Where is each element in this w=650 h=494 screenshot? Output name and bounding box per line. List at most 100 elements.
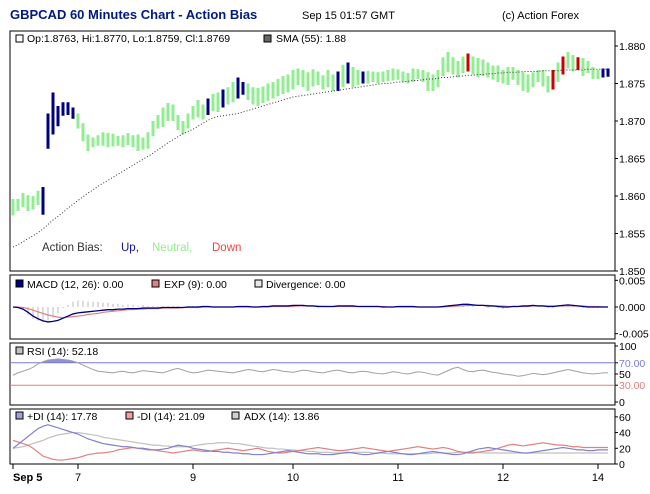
price-bar-113 <box>576 57 580 70</box>
price-bar-34 <box>181 121 185 135</box>
plus-di-line <box>12 424 608 456</box>
price-bar-114 <box>581 58 585 76</box>
price-bar-6 <box>41 187 45 215</box>
price-bar-21 <box>116 136 120 146</box>
x-tick-label-5: 12 <box>497 472 509 484</box>
price-bar-11 <box>66 102 70 115</box>
price-bar-80 <box>411 68 415 82</box>
price-panel <box>9 30 616 272</box>
price-bar-32 <box>171 104 175 121</box>
dmi-y-tick-label-2: 20 <box>619 443 631 455</box>
price-bar-84 <box>431 74 435 91</box>
price-bar-23 <box>126 133 130 145</box>
x-tick-label-1: 7 <box>75 472 81 484</box>
price-bar-60 <box>311 69 315 87</box>
minus-di-legend-swatch <box>125 411 134 420</box>
price-y-tick-label-4: 1.860 <box>619 191 645 203</box>
price-bar-76 <box>391 68 395 81</box>
ohlc-label: Op:1.8763, Hi:1.8770, Lo:1.8759, Cl:1.87… <box>27 33 230 45</box>
price-bar-14 <box>81 123 85 142</box>
price-bar-42 <box>221 89 225 108</box>
plus-di-legend-swatch <box>15 411 24 420</box>
price-bar-56 <box>291 70 295 90</box>
price-bar-73 <box>376 72 380 84</box>
rsi-y-tick-label-4: 0 <box>619 397 625 409</box>
price-bar-50 <box>261 86 265 103</box>
price-bar-88 <box>451 57 455 75</box>
price-bar-104 <box>531 72 535 88</box>
price-bar-63 <box>326 70 330 88</box>
action-bias-up: Up, <box>121 242 139 254</box>
divergence-label: Divergence: 0.00 <box>266 279 346 291</box>
price-bar-61 <box>316 71 320 85</box>
price-bar-79 <box>406 73 410 84</box>
x-tick-label-0: Sep 5 <box>13 472 42 484</box>
price-series-layer <box>11 52 610 248</box>
price-bar-59 <box>306 72 310 91</box>
price-bar-87 <box>446 52 450 73</box>
price-bar-71 <box>366 70 370 84</box>
price-bar-110 <box>561 56 565 75</box>
price-bar-86 <box>441 57 445 76</box>
price-bar-20 <box>111 133 115 147</box>
exp-legend-swatch <box>151 279 160 288</box>
adx-label: ADX (14): 13.86 <box>244 411 319 423</box>
rsi-y-tick-label-0: 100 <box>619 341 637 353</box>
price-bar-67 <box>346 62 350 84</box>
price-bar-38 <box>201 104 205 120</box>
price-bar-47 <box>246 83 250 100</box>
price-bar-17 <box>96 135 100 146</box>
price-bar-22 <box>121 135 125 148</box>
price-bar-16 <box>91 137 95 148</box>
price-bar-15 <box>86 134 90 151</box>
price-bar-105 <box>536 70 540 82</box>
price-bar-99 <box>506 67 510 85</box>
macd-series-layer <box>12 300 608 323</box>
dmi-y-tick-label-1: 40 <box>619 428 631 440</box>
adx-legend-swatch <box>231 411 240 420</box>
price-y-tick-label-6: 1.850 <box>619 266 645 278</box>
price-bar-65 <box>336 71 340 91</box>
price-bar-46 <box>241 82 245 95</box>
price-bar-58 <box>301 70 305 88</box>
dmi-panel <box>9 408 616 465</box>
rsi-y-tick-label-2: 50 <box>619 369 631 381</box>
action-bias-neutral: Neutral, <box>152 242 192 254</box>
price-bar-62 <box>321 75 325 90</box>
price-bar-75 <box>386 70 390 82</box>
price-bar-102 <box>521 72 525 91</box>
rsi-overbought-fill <box>13 358 608 363</box>
price-bar-19 <box>106 133 110 148</box>
price-bar-29 <box>156 115 160 129</box>
sma-label: SMA (55): 1.88 <box>276 33 346 45</box>
price-bar-83 <box>426 72 430 91</box>
sma-legend-swatch <box>263 34 272 43</box>
price-bar-53 <box>276 79 280 97</box>
price-bar-116 <box>591 67 595 79</box>
price-bar-13 <box>76 113 80 129</box>
price-bar-118 <box>601 68 605 78</box>
price-bar-107 <box>546 76 550 93</box>
price-bar-70 <box>361 71 365 84</box>
price-y-tick-label-3: 1.865 <box>619 154 645 166</box>
x-tick-label-2: 9 <box>190 472 196 484</box>
price-bar-51 <box>266 83 270 101</box>
macd-line <box>12 303 608 323</box>
price-bar-74 <box>381 71 385 82</box>
price-bar-109 <box>556 62 560 82</box>
price-bar-98 <box>501 70 505 84</box>
price-bar-44 <box>231 82 235 103</box>
macd-y-tick-label-2: -0.005 <box>619 329 649 341</box>
price-bar-54 <box>281 76 285 94</box>
ohlc-legend-swatch <box>15 34 24 43</box>
price-bar-81 <box>416 69 420 79</box>
price-bar-85 <box>436 70 440 88</box>
price-bar-93 <box>476 58 480 78</box>
price-bar-115 <box>586 61 590 73</box>
x-tick-label-3: 10 <box>287 472 299 484</box>
price-bar-111 <box>566 52 570 69</box>
price-bar-36 <box>191 106 195 120</box>
price-bar-25 <box>136 134 140 151</box>
price-bar-26 <box>141 137 145 150</box>
